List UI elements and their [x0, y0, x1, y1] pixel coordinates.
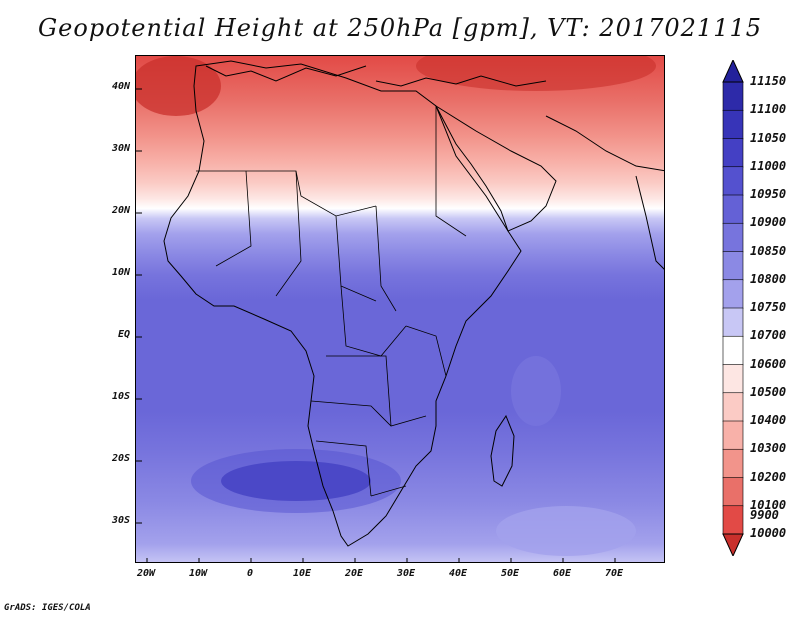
lon-label-0: 0 — [246, 568, 254, 579]
colorbar-label: 10600 — [750, 356, 787, 371]
lat-label-30s: 30S — [111, 515, 130, 526]
colorbar-label: 10950 — [750, 187, 787, 201]
colorbar-label: 11150 — [750, 74, 787, 88]
colorbar-cell — [722, 335, 744, 366]
lat-label-40n: 40N — [111, 81, 130, 92]
lon-label-10w: 10W — [188, 568, 208, 579]
map-panel — [135, 55, 665, 563]
high-ring-south — [191, 449, 401, 513]
weak-high-madagascar — [511, 356, 561, 426]
country-borders — [196, 106, 467, 497]
low-center-west — [136, 56, 221, 116]
colorbar-top-arrow — [722, 60, 744, 83]
colorbar-cell — [722, 81, 744, 112]
colorbar-cell — [722, 364, 744, 394]
colorbar-cell — [722, 222, 744, 253]
footer-credit: GrADS: IGES/COLA — [4, 603, 91, 613]
colorbar-cell — [722, 109, 744, 140]
coastlines — [163, 60, 664, 547]
colorbar-cell — [722, 307, 744, 338]
lon-label-60e: 60E — [552, 568, 572, 579]
colorbar-label: 11100 — [750, 102, 787, 117]
lat-label-eq: EQ — [117, 329, 130, 340]
colorbar-cell — [722, 392, 744, 422]
lon-label-40e: 40E — [448, 568, 468, 579]
lat-label-20s: 20S — [111, 453, 130, 464]
low-center-east — [416, 56, 656, 91]
colorbar-cell — [722, 477, 744, 507]
colorbar-cell — [722, 420, 744, 451]
lon-label-10e: 10E — [292, 568, 312, 579]
colorbar-cell — [722, 138, 744, 168]
colorbar-label: 10700 — [750, 328, 787, 343]
colorbar-label: 11050 — [750, 130, 787, 145]
lon-label-20e: 20E — [344, 568, 364, 579]
colorbar-cell — [722, 251, 744, 281]
colorbar-label: 10000 — [750, 526, 787, 540]
graticule-ticks — [136, 88, 616, 562]
lon-label-20w: 20W — [136, 568, 156, 579]
colorbar-cell — [722, 505, 744, 535]
colorbar-label: 10800 — [750, 271, 787, 286]
colorbar-label: 10200 — [750, 469, 787, 484]
colorbar-label: 9900 — [750, 508, 779, 522]
southeast-trough — [496, 506, 636, 556]
lon-label-50e: 50E — [500, 568, 520, 579]
colorbar-label: 10400 — [750, 413, 787, 427]
colorbar-cell — [722, 448, 744, 479]
lon-label-30e: 30E — [396, 568, 416, 579]
colorbar-cell — [722, 194, 744, 225]
lon-label-70e: 70E — [604, 568, 624, 579]
colorbar-label: 10100 — [750, 497, 787, 512]
colorbar-label: 10850 — [750, 243, 787, 258]
colorbar-bottom-arrow — [722, 533, 744, 556]
colorbar-cell — [722, 279, 744, 309]
lat-label-10s: 10S — [111, 391, 130, 402]
colorbar-cell — [722, 166, 744, 196]
colorbar-label: 10300 — [750, 441, 787, 456]
colorbar-label: 10750 — [750, 300, 787, 314]
chart-title: Geopotential Height at 250hPa [gpm], VT:… — [38, 14, 762, 42]
map-canvas — [136, 56, 664, 562]
colorbar-label: 11000 — [750, 158, 787, 173]
colorbar-label: 10500 — [750, 384, 787, 399]
lat-label-20n: 20N — [111, 205, 130, 216]
colorbar — [722, 60, 744, 556]
lat-label-10n: 10N — [111, 267, 130, 278]
colorbar-label: 10900 — [750, 215, 787, 230]
lat-label-30n: 30N — [111, 143, 130, 154]
